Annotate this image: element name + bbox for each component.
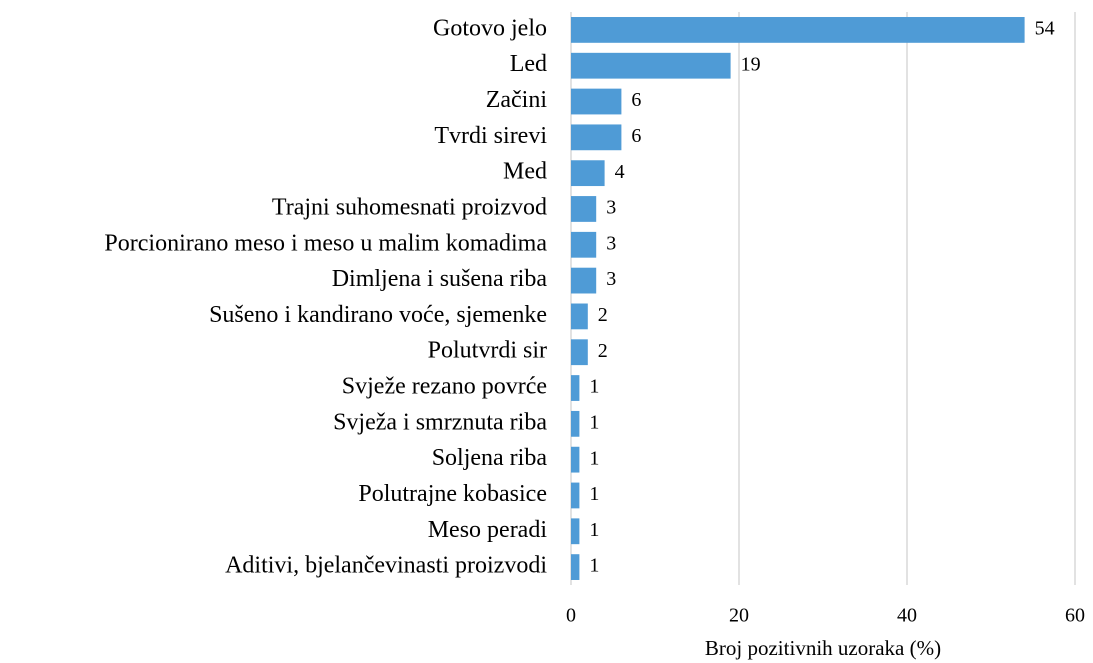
bar xyxy=(571,375,580,401)
y-tick-label: Začini xyxy=(486,87,548,113)
bar xyxy=(571,482,580,509)
value-label: 1 xyxy=(589,483,599,505)
y-tick-label: Led xyxy=(510,51,547,77)
x-tick-label: 20 xyxy=(729,605,749,627)
bar xyxy=(571,17,1025,43)
bar xyxy=(571,124,622,151)
y-tick-label: Aditivi, bjelančevinasti proizvodi xyxy=(225,553,547,579)
bar xyxy=(571,303,588,330)
y-tick-label: Soljena riba xyxy=(432,445,548,471)
bar xyxy=(571,267,597,294)
y-tick-label: Meso peradi xyxy=(428,517,548,543)
bar xyxy=(571,554,580,580)
bar xyxy=(571,196,597,222)
bar xyxy=(571,52,731,79)
y-tick-label: Porcionirano meso i meso u malim komadim… xyxy=(104,230,547,256)
bar xyxy=(571,160,605,187)
y-tick-label: Med xyxy=(503,159,547,185)
y-tick-label: Polutvrdi sir xyxy=(428,338,547,364)
y-tick-label: Polutrajne kobasice xyxy=(358,481,547,507)
value-label: 19 xyxy=(741,53,761,75)
y-tick-label: Gotovo jelo xyxy=(433,15,547,41)
y-tick-label: Svježe rezano povrće xyxy=(342,374,547,400)
bar xyxy=(571,410,580,437)
bar xyxy=(571,339,588,366)
bar xyxy=(571,231,597,258)
value-label: 3 xyxy=(606,232,616,254)
bar xyxy=(571,88,622,115)
y-tick-label: Trajni suhomesnati proizvod xyxy=(272,194,547,220)
y-tick-label: Dimljena i sušena riba xyxy=(332,266,548,292)
value-label: 1 xyxy=(589,376,599,398)
bar xyxy=(571,446,580,473)
x-axis-label: Broj pozitivnih uzoraka (%) xyxy=(705,636,941,660)
value-label: 1 xyxy=(589,519,599,541)
y-tick-label: Tvrdi sirevi xyxy=(434,123,547,149)
value-label: 6 xyxy=(631,125,641,147)
value-label: 2 xyxy=(598,340,608,362)
x-tick-label: 60 xyxy=(1065,605,1085,627)
value-label: 54 xyxy=(1035,18,1055,40)
x-tick-label: 40 xyxy=(897,605,917,627)
value-label: 1 xyxy=(589,447,599,469)
value-label: 1 xyxy=(589,411,599,433)
value-label: 1 xyxy=(589,555,599,577)
bar xyxy=(571,518,580,545)
y-tick-label: Svježa i smrznuta riba xyxy=(333,409,547,435)
value-label: 4 xyxy=(615,161,625,183)
value-label: 3 xyxy=(606,268,616,290)
value-label: 3 xyxy=(606,197,616,219)
value-label: 6 xyxy=(631,89,641,111)
value-label: 2 xyxy=(598,304,608,326)
y-tick-label: Sušeno i kandirano voće, sjemenke xyxy=(209,302,547,328)
x-tick-label: 0 xyxy=(566,605,576,627)
